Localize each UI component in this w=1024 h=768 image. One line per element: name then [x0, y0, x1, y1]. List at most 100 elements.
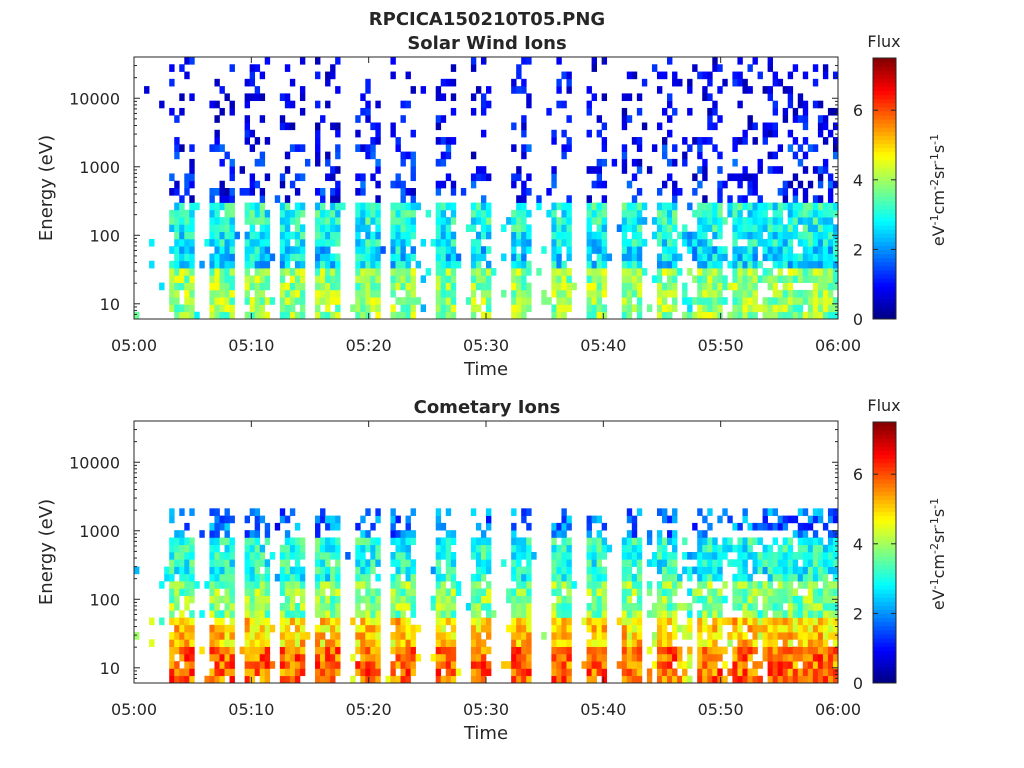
- heatmap-cell: [294, 202, 301, 211]
- heatmap-cell: [742, 581, 748, 589]
- heatmap-cell: [264, 268, 271, 276]
- heatmap-cell: [556, 260, 562, 269]
- colorbar-segment: [873, 638, 896, 643]
- heatmap-cell: [586, 559, 592, 567]
- heatmap-cell: [621, 238, 628, 247]
- heatmap-cell: [822, 304, 829, 313]
- heatmap-cell: [516, 275, 522, 283]
- heatmap-cell: [732, 71, 738, 80]
- heatmap-cell: [440, 231, 447, 240]
- heatmap-cell: [822, 639, 829, 647]
- heatmap-cell: [787, 100, 794, 109]
- heatmap-cell: [179, 282, 185, 291]
- heatmap-cell: [486, 202, 492, 211]
- heatmap-cell: [551, 202, 557, 211]
- heatmap-cell: [672, 588, 678, 597]
- heatmap-cell: [511, 610, 517, 618]
- heatmap-cell: [360, 282, 366, 291]
- heatmap-cell: [249, 209, 256, 218]
- heatmap-cell: [822, 610, 829, 618]
- heatmap-cell: [320, 588, 326, 597]
- heatmap-cell: [395, 646, 401, 655]
- heatmap-cell: [355, 602, 361, 611]
- heatmap-cell: [656, 653, 663, 662]
- heatmap-cell: [697, 508, 703, 516]
- heatmap-cell: [370, 253, 376, 262]
- heatmap-cell: [797, 297, 804, 305]
- heatmap-cell: [169, 537, 175, 546]
- heatmap-cell: [712, 653, 718, 662]
- heatmap-cell: [320, 224, 326, 233]
- heatmap-cell: [511, 238, 517, 247]
- heatmap-cell: [702, 246, 708, 254]
- heatmap-cell: [395, 595, 401, 604]
- heatmap-cell: [189, 297, 195, 305]
- heatmap-cell: [752, 566, 758, 575]
- heatmap-cell: [551, 268, 557, 276]
- heatmap-cell: [742, 588, 748, 597]
- heatmap-cell: [807, 268, 814, 276]
- heatmap-cell: [400, 617, 406, 626]
- heatmap-cell: [219, 639, 225, 647]
- heatmap-cell: [219, 537, 225, 546]
- heatmap-cell: [792, 653, 799, 662]
- heatmap-cell: [506, 595, 512, 604]
- heatmap-cell: [802, 268, 809, 276]
- heatmap-cell: [335, 238, 341, 247]
- heatmap-cell: [737, 632, 743, 640]
- heatmap-cell: [516, 595, 522, 604]
- heatmap-cell: [460, 188, 467, 196]
- heatmap-cell: [762, 632, 768, 640]
- heatmap-cell: [390, 224, 396, 233]
- heatmap-cell: [787, 559, 794, 567]
- heatmap-cell: [812, 311, 819, 320]
- heatmap-cell: [596, 304, 603, 313]
- heatmap-cell: [747, 602, 753, 611]
- heatmap-cell: [405, 602, 411, 611]
- heatmap-cell: [812, 544, 819, 553]
- heatmap-cell: [480, 107, 487, 116]
- heatmap-cell: [521, 675, 527, 684]
- heatmap-cell: [355, 581, 361, 589]
- heatmap-cell: [807, 231, 814, 240]
- colorbar-segment: [873, 621, 896, 627]
- heatmap-cell: [470, 624, 477, 633]
- heatmap-cell: [772, 610, 779, 618]
- heatmap-cell: [375, 158, 381, 167]
- heatmap-cell: [827, 217, 834, 225]
- heatmap-cell: [174, 661, 180, 669]
- colorbar-segment: [873, 302, 896, 308]
- heatmap-cell: [591, 661, 597, 669]
- heatmap-cell: [601, 544, 608, 553]
- heatmap-cell: [315, 238, 321, 247]
- heatmap-cell: [787, 144, 794, 152]
- y-tick-label: 10000: [69, 453, 120, 472]
- heatmap-cell: [445, 668, 452, 677]
- heatmap-cell: [410, 537, 416, 546]
- heatmap-cell: [807, 559, 814, 567]
- heatmap-cell: [279, 224, 286, 233]
- heatmap-cell: [440, 289, 447, 298]
- heatmap-cell: [315, 595, 321, 604]
- heatmap-cell: [526, 209, 532, 218]
- heatmap-cell: [707, 224, 713, 233]
- heatmap-cell: [516, 581, 522, 589]
- heatmap-cell: [662, 624, 668, 633]
- colorbar-segment: [873, 617, 896, 623]
- colorbar-segment: [873, 188, 896, 193]
- heatmap-cell: [254, 137, 261, 145]
- colorbar-segment: [873, 70, 896, 75]
- heatmap-cell: [229, 268, 235, 276]
- heatmap-cell: [189, 668, 195, 677]
- heatmap-cell: [320, 209, 326, 218]
- heatmap-cell: [254, 515, 261, 524]
- colorbar-segment: [873, 253, 896, 259]
- heatmap-cell: [335, 515, 341, 524]
- heatmap-cell: [264, 559, 271, 567]
- heatmap-cell: [586, 260, 592, 269]
- heatmap-cell: [777, 552, 784, 560]
- heatmap-cell: [526, 522, 532, 531]
- heatmap-cell: [284, 544, 291, 553]
- colorbar-segment: [873, 491, 896, 496]
